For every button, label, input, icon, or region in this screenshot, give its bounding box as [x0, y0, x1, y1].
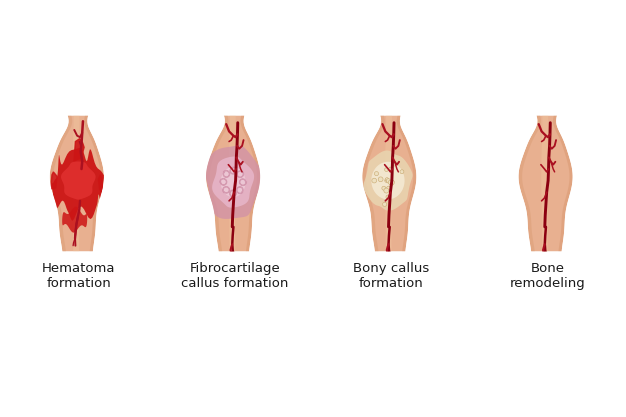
- Circle shape: [400, 170, 404, 174]
- Polygon shape: [541, 116, 548, 251]
- Circle shape: [389, 181, 394, 186]
- Circle shape: [386, 179, 391, 183]
- Polygon shape: [371, 162, 404, 199]
- Polygon shape: [98, 175, 103, 192]
- Circle shape: [384, 168, 388, 171]
- Polygon shape: [385, 116, 392, 251]
- Polygon shape: [61, 161, 96, 200]
- Polygon shape: [205, 145, 263, 219]
- Circle shape: [382, 186, 386, 190]
- Polygon shape: [240, 116, 260, 251]
- Polygon shape: [74, 138, 84, 161]
- Circle shape: [386, 195, 390, 199]
- Polygon shape: [206, 116, 260, 251]
- Polygon shape: [553, 116, 573, 251]
- Polygon shape: [362, 116, 385, 251]
- Circle shape: [388, 180, 393, 184]
- Polygon shape: [518, 116, 541, 251]
- Polygon shape: [85, 116, 104, 251]
- Polygon shape: [212, 156, 254, 208]
- Circle shape: [390, 180, 394, 184]
- Polygon shape: [362, 116, 416, 251]
- Circle shape: [385, 179, 388, 182]
- Polygon shape: [206, 116, 228, 251]
- Polygon shape: [51, 172, 57, 189]
- Polygon shape: [221, 167, 245, 197]
- Text: Hematoma
formation: Hematoma formation: [42, 261, 115, 290]
- Circle shape: [389, 167, 393, 171]
- Polygon shape: [518, 116, 573, 251]
- Circle shape: [374, 171, 379, 176]
- Polygon shape: [363, 151, 413, 211]
- Circle shape: [385, 178, 389, 181]
- Polygon shape: [73, 116, 80, 251]
- Text: Fibrocartilage
callus formation: Fibrocartilage callus formation: [181, 261, 289, 290]
- Circle shape: [378, 177, 383, 182]
- Circle shape: [372, 178, 377, 183]
- Polygon shape: [49, 116, 104, 251]
- Polygon shape: [228, 116, 236, 251]
- Circle shape: [393, 162, 396, 166]
- Polygon shape: [397, 116, 416, 251]
- Polygon shape: [62, 207, 87, 233]
- Circle shape: [382, 202, 387, 206]
- Text: Bony callus
formation: Bony callus formation: [353, 261, 429, 290]
- Circle shape: [387, 186, 391, 191]
- Circle shape: [384, 188, 389, 193]
- Text: Bone
remodeling: Bone remodeling: [510, 261, 585, 290]
- Polygon shape: [49, 116, 72, 251]
- Polygon shape: [51, 148, 105, 221]
